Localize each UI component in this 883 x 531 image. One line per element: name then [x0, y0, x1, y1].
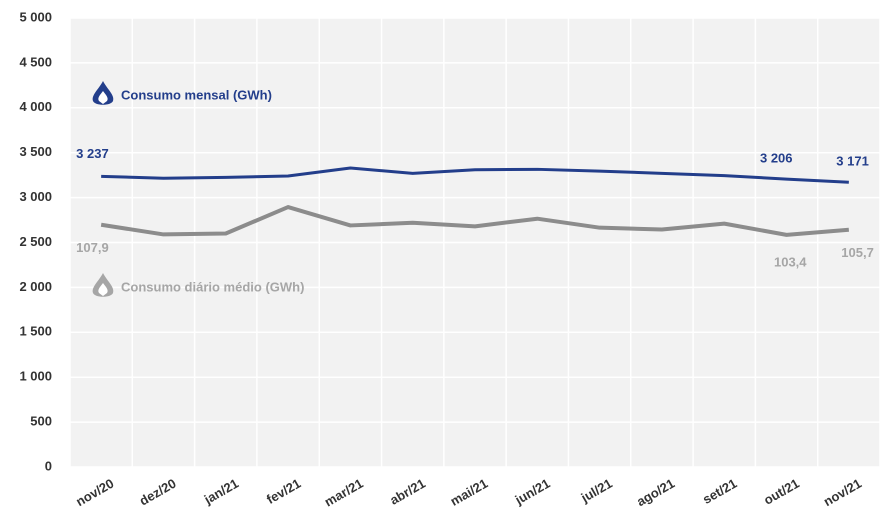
y-tick-label: 1 000 — [19, 369, 52, 384]
x-tick-label: fev/21 — [264, 476, 303, 507]
x-tick-label: set/21 — [700, 476, 739, 507]
x-tick-label: jul/21 — [578, 476, 615, 506]
x-tick-label: abr/21 — [387, 476, 428, 508]
x-tick-label: jan/21 — [201, 476, 241, 508]
y-tick-label: 2 500 — [19, 234, 52, 249]
y-tick-label: 5 000 — [19, 9, 52, 24]
x-tick-label: nov/20 — [73, 476, 116, 510]
line-series — [101, 166, 849, 184]
y-tick-label: 0 — [45, 458, 52, 473]
legend-label: Consumo diário médio (GWh) — [121, 279, 304, 294]
legend-label: Consumo mensal (GWh) — [121, 87, 272, 102]
data-label: 105,7 — [841, 245, 874, 260]
x-tick-label: mar/21 — [322, 476, 366, 510]
y-tick-label: 2 000 — [19, 279, 52, 294]
y-tick-label: 4 000 — [19, 99, 52, 114]
x-tick-label: nov/21 — [821, 476, 864, 510]
y-tick-label: 4 500 — [19, 54, 52, 69]
y-tick-label: 3 000 — [19, 189, 52, 204]
y-tick-label: 3 500 — [19, 144, 52, 159]
x-tick-label: dez/20 — [137, 476, 179, 509]
data-label: 3 206 — [760, 151, 793, 166]
data-label: 3 171 — [836, 154, 869, 169]
data-label: 103,4 — [774, 254, 807, 269]
y-tick-label: 1 500 — [19, 324, 52, 339]
legend-icon-inner — [98, 283, 108, 296]
y-tick-label: 500 — [30, 414, 52, 429]
line-series — [100, 205, 850, 237]
data-label: 3 237 — [76, 146, 109, 161]
legend-icon-inner — [98, 91, 108, 104]
x-tick-label: out/21 — [761, 476, 802, 508]
x-tick-label: ago/21 — [634, 476, 677, 510]
data-label: 107,9 — [76, 240, 109, 255]
x-tick-label: jun/21 — [512, 476, 553, 508]
x-tick-label: mai/21 — [448, 476, 491, 509]
